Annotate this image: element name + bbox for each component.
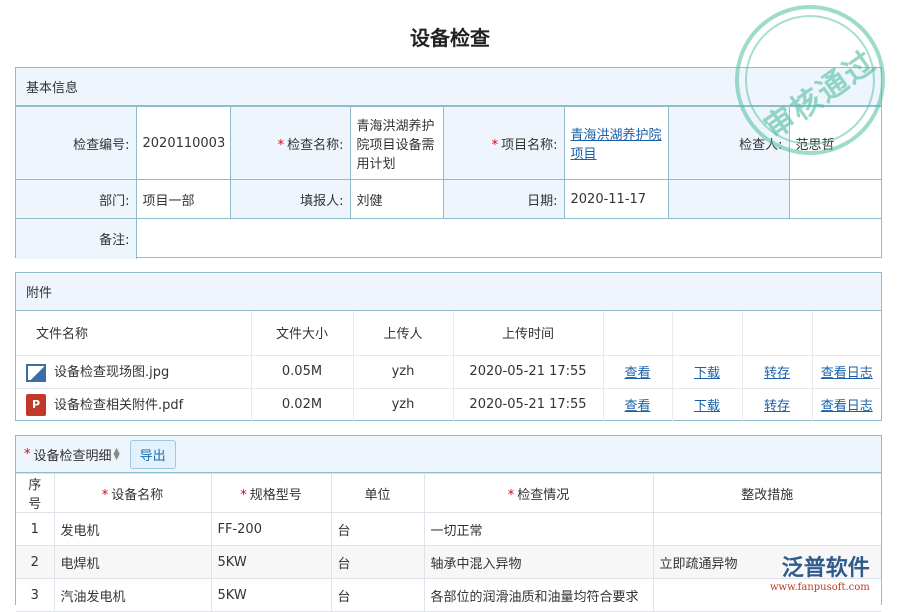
- project-link[interactable]: 青海洪湖养护院项目: [570, 128, 662, 162]
- cell-unit: 台: [330, 578, 425, 612]
- image-file-icon: [26, 363, 46, 382]
- header-unit: 单位: [330, 473, 425, 513]
- details-section: * 设备检查明细 ▲ ▼ 导出 序号 * 设备名称 * 规格型号 单位 * 检查情况 整…: [15, 435, 882, 612]
- value-code: 2020110003: [135, 106, 231, 180]
- file-size: 0.02M: [251, 388, 354, 421]
- required-mark: *: [491, 137, 499, 153]
- label-name: 检查名称:: [287, 137, 344, 153]
- upload-time: 2020-05-21 17:55: [453, 355, 604, 389]
- required-mark: *: [277, 137, 285, 153]
- brand-url: www.fanpusoft.com: [770, 582, 870, 593]
- header-spec: 规格型号: [249, 487, 302, 503]
- download-link[interactable]: 下载: [693, 399, 720, 415]
- page-title: 设备检查: [410, 26, 490, 50]
- basic-info-table: 检查编号: 2020110003 * 检查名称: 青海洪湖养护院项目设备需用计划 …: [16, 106, 881, 259]
- section-title: 设备检查明细: [33, 448, 112, 464]
- attachment-row: 设备检查现场图.jpg 0.05M yzh 2020-05-21 17:55 查…: [16, 355, 881, 389]
- brand-watermark: 泛普软件 www.fanpusoft.com: [770, 550, 870, 593]
- cell-device: 汽油发电机: [53, 578, 212, 612]
- sort-icon[interactable]: ▲ ▼: [113, 446, 120, 461]
- label-reporter: 填报人:: [229, 179, 351, 219]
- cell-measure: [652, 512, 881, 546]
- uploader: yzh: [353, 355, 454, 389]
- header-time: 上传时间: [453, 311, 604, 356]
- pdf-file-icon: P: [26, 394, 46, 416]
- cell-measure: 立即疏通异物: [652, 545, 881, 579]
- value-name: 青海洪湖养护院项目设备需用计划: [349, 106, 444, 180]
- value-remark: [135, 218, 881, 259]
- save-link[interactable]: 转存: [763, 399, 790, 415]
- view-link[interactable]: 查看: [624, 366, 651, 381]
- cell-spec: 5KW: [210, 578, 332, 612]
- file-size: 0.05M: [251, 355, 354, 389]
- label-dept: 部门:: [16, 179, 137, 219]
- download-link[interactable]: 下载: [693, 366, 720, 381]
- label-code: 检查编号:: [16, 106, 137, 180]
- cell-check: 一切正常: [423, 512, 654, 546]
- cell-index: 3: [16, 578, 55, 612]
- cell-index: 2: [16, 545, 55, 579]
- section-title: 附件: [16, 273, 881, 311]
- attachments-section: 附件 文件名称 文件大小 上传人 上传时间 设备检查现场图.jpg 0.05M …: [15, 272, 882, 421]
- cell-check: 轴承中混入异物: [423, 545, 654, 579]
- cell-spec: FF-200: [210, 512, 332, 546]
- table-row: 2 电焊机 5KW 台轴承中混入异物 立即疏通异物: [16, 545, 881, 579]
- header-size: 文件大小: [251, 311, 354, 356]
- cell-unit: 台: [330, 545, 425, 579]
- save-link[interactable]: 转存: [763, 366, 790, 381]
- file-name: 设备检查现场图.jpg: [54, 365, 170, 381]
- cell-spec: 5KW: [210, 545, 332, 579]
- attachments-table: 文件名称 文件大小 上传人 上传时间 设备检查现场图.jpg 0.05M yzh…: [16, 311, 881, 421]
- cell-unit: 台: [330, 512, 425, 546]
- table-row: 3 汽油发电机 5KW 台各部位的润滑油质和油量均符合要求: [16, 578, 881, 612]
- cell-device: 电焊机: [53, 545, 212, 579]
- value-date: 2020-11-17: [563, 179, 669, 219]
- view-link[interactable]: 查看: [624, 399, 651, 415]
- label-project: 项目名称:: [501, 137, 558, 153]
- uploader: yzh: [353, 388, 454, 421]
- header-index: 序号: [16, 473, 55, 513]
- header-device: 设备名称: [111, 487, 164, 503]
- stamp-text: 审核通过: [758, 44, 884, 147]
- table-row: 1 发电机 FF-200 台一切正常: [16, 512, 881, 546]
- value-reporter: 刘健: [349, 179, 444, 219]
- value-dept: 项目一部: [135, 179, 231, 219]
- header-measure: 整改措施: [652, 473, 881, 513]
- header-uploader: 上传人: [353, 311, 454, 356]
- basic-info-section: 基本信息 检查编号: 2020110003 * 检查名称: 青海洪湖养护院项目设备…: [15, 67, 882, 259]
- label-date: 日期:: [442, 179, 565, 219]
- cell-check: 各部位的润滑油质和油量均符合要求: [423, 578, 654, 612]
- cell-index: 1: [16, 512, 55, 546]
- required-mark: *: [24, 446, 31, 462]
- attachment-row: P 设备检查相关附件.pdf 0.02M yzh 2020-05-21 17:55…: [16, 388, 881, 421]
- export-button[interactable]: 导出: [129, 439, 176, 469]
- cell-device: 发电机: [53, 512, 212, 546]
- view-log-link[interactable]: 查看日志: [820, 366, 873, 381]
- upload-time: 2020-05-21 17:55: [453, 388, 604, 421]
- header-check: 检查情况: [517, 487, 570, 503]
- brand-name: 泛普软件: [781, 556, 870, 581]
- label-remark: 备注:: [16, 218, 137, 259]
- view-log-link[interactable]: 查看日志: [820, 399, 873, 415]
- file-name: 设备检查相关附件.pdf: [54, 397, 184, 413]
- details-table: 序号 * 设备名称 * 规格型号 单位 * 检查情况 整改措施 1 发电机 FF-200 台…: [16, 473, 881, 612]
- header-filename: 文件名称: [16, 311, 252, 356]
